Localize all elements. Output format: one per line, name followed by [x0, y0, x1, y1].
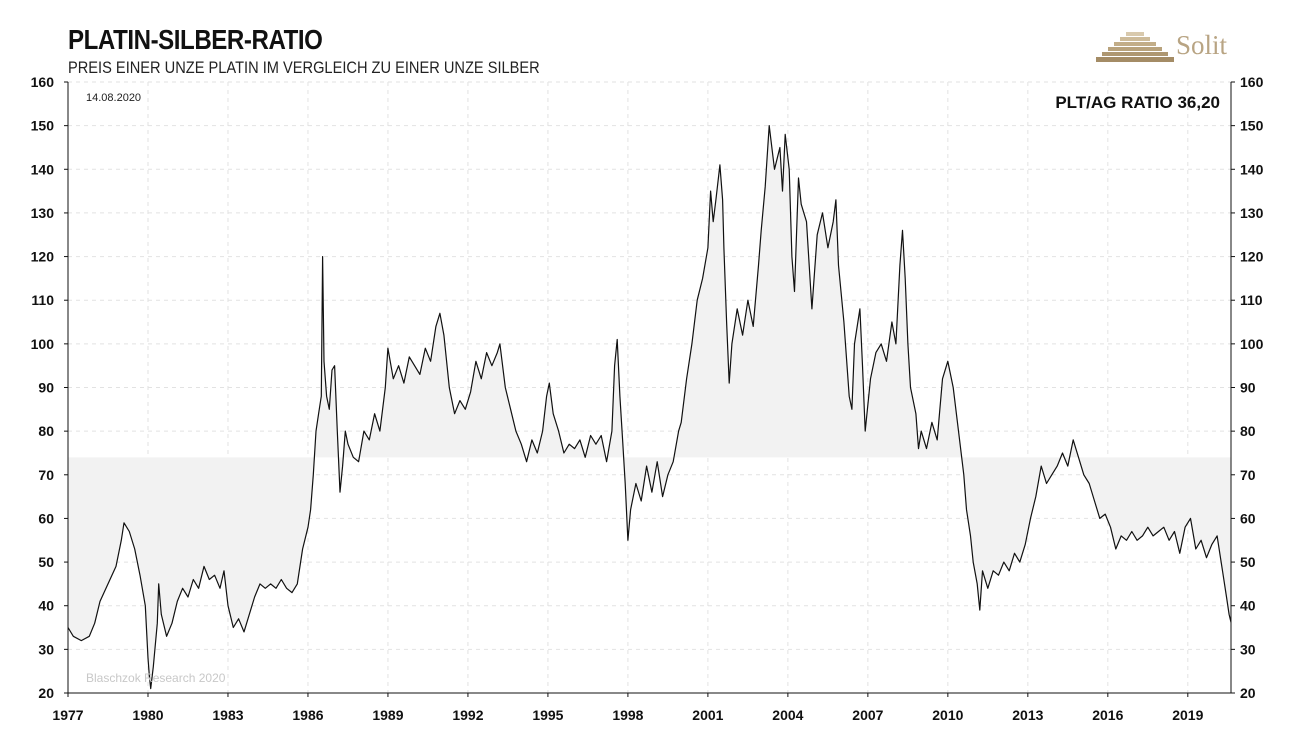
x-tick-label: 1983: [212, 707, 243, 723]
y-tick-label-left: 120: [31, 249, 55, 265]
y-tick-label-right: 140: [1240, 161, 1264, 177]
x-tick-label: 1989: [372, 707, 403, 723]
date-label: 14.08.2020: [86, 92, 141, 104]
y-tick-label-right: 150: [1240, 118, 1264, 134]
y-tick-label-left: 60: [38, 510, 54, 526]
y-tick-label-left: 30: [38, 641, 54, 657]
reference-band-area: [68, 125, 1231, 689]
x-tick-label: 2019: [1172, 707, 1203, 723]
reference-band: [68, 125, 1231, 689]
credit-label: Blaschzok Research 2020: [86, 671, 226, 685]
y-tick-label-left: 70: [38, 467, 54, 483]
y-tick-label-left: 90: [38, 380, 54, 396]
y-tick-label-left: 100: [31, 336, 55, 352]
y-tick-label-right: 40: [1240, 598, 1256, 614]
x-tick-label: 1977: [52, 707, 83, 723]
logo-wordmark: Solit: [1176, 30, 1228, 60]
x-tick-label: 1992: [452, 707, 483, 723]
x-tick-label: 2004: [772, 707, 803, 723]
x-tick-label: 1998: [612, 707, 643, 723]
y-tick-label-right: 70: [1240, 467, 1256, 483]
y-tick-label-right: 160: [1240, 74, 1264, 90]
y-tick-label-left: 160: [31, 74, 55, 90]
y-tick-label-left: 20: [38, 685, 54, 701]
x-tick-label: 2010: [932, 707, 963, 723]
pyramid-icon: [1096, 32, 1174, 62]
ratio-line: [67, 125, 1232, 690]
x-tick-label: 2007: [852, 707, 883, 723]
x-tick-label: 2016: [1092, 707, 1123, 723]
y-tick-label-left: 40: [38, 598, 54, 614]
series-line: [67, 125, 1232, 690]
y-tick-label-right: 20: [1240, 685, 1256, 701]
y-tick-label-left: 80: [38, 423, 54, 439]
chart-subtitle: PREIS EINER UNZE PLATIN IM VERGLEICH ZU …: [68, 58, 540, 77]
x-tick-label: 2001: [692, 707, 723, 723]
y-tick-label-right: 100: [1240, 336, 1264, 352]
y-tick-label-left: 130: [31, 205, 55, 221]
y-tick-label-right: 60: [1240, 510, 1256, 526]
current-ratio-label: PLT/AG RATIO 36,20: [1055, 93, 1220, 112]
x-tick-label: 1995: [532, 707, 563, 723]
y-tick-label-right: 80: [1240, 423, 1256, 439]
axes: 20 20 30 30 40 40 50 50 60 60 70 70 80 80 90 90 100 100 11…: [31, 74, 1264, 723]
y-tick-label-left: 110: [31, 292, 54, 308]
y-tick-label-right: 130: [1240, 205, 1264, 221]
solit-logo: Solit: [1096, 26, 1246, 70]
y-tick-label-right: 30: [1240, 641, 1256, 657]
y-tick-label-right: 50: [1240, 554, 1256, 570]
y-tick-label-left: 140: [31, 161, 55, 177]
y-tick-label-right: 110: [1240, 292, 1263, 308]
y-tick-label-left: 150: [31, 118, 55, 134]
x-tick-label: 2013: [1012, 707, 1043, 723]
x-tick-label: 1986: [292, 707, 323, 723]
y-tick-label-left: 50: [38, 554, 54, 570]
y-tick-label-right: 120: [1240, 249, 1264, 265]
chart-title: PLATIN-SILBER-RATIO: [68, 24, 323, 55]
x-tick-label: 1980: [132, 707, 163, 723]
y-tick-label-right: 90: [1240, 380, 1256, 396]
